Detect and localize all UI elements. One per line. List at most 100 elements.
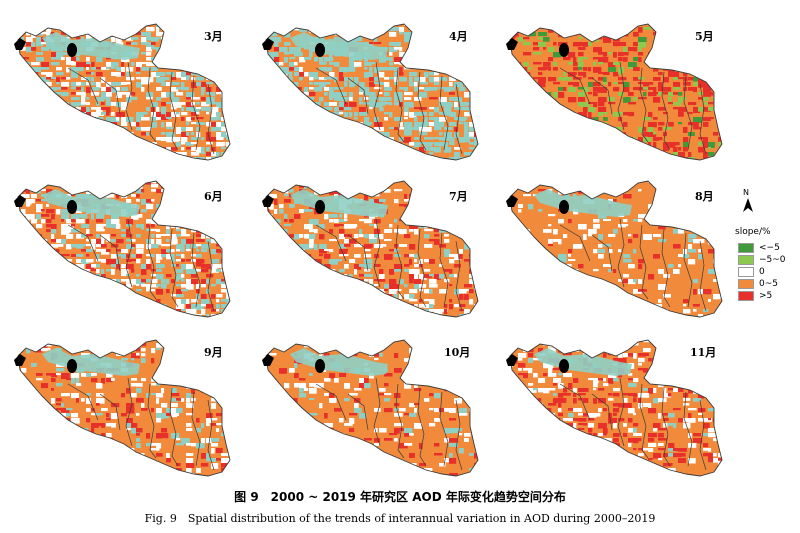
trend-cell (474, 117, 478, 123)
trend-cell (678, 368, 685, 373)
trend-cell (156, 453, 163, 457)
trend-cell (349, 279, 357, 285)
trend-cell (678, 388, 684, 392)
trend-cell (26, 142, 33, 145)
trend-cell (683, 319, 691, 323)
trend-cell (21, 137, 27, 142)
trend-cell (439, 27, 447, 32)
county-boundary (67, 224, 99, 262)
trend-cell (211, 269, 219, 273)
trend-cell (106, 294, 113, 299)
trend-cell (349, 189, 358, 192)
trend-cell (678, 229, 684, 234)
trend-cell (364, 274, 373, 277)
trend-cell (384, 112, 389, 115)
trend-cell (424, 304, 431, 309)
trend-cell (304, 438, 312, 442)
trend-cell (36, 309, 41, 312)
trend-cell (409, 269, 418, 275)
trend-cell (141, 199, 150, 205)
trend-cell (434, 27, 440, 33)
trend-cell (319, 122, 324, 127)
trend-cell (56, 47, 64, 52)
trend-cell (191, 24, 200, 25)
trend-cell (379, 82, 385, 85)
trend-cell (61, 142, 65, 147)
trend-cell (409, 184, 417, 187)
trend-cell (176, 229, 182, 232)
trend-cell (56, 239, 62, 244)
trend-cell (414, 27, 419, 33)
map-svg (14, 180, 231, 318)
trend-cell (289, 234, 298, 238)
trend-cell (221, 57, 230, 62)
trend-cell (394, 428, 400, 434)
trend-cell (121, 152, 125, 155)
trend-cell (708, 72, 717, 76)
trend-cell (36, 152, 41, 156)
trend-cell (613, 62, 621, 65)
trend-cell (121, 107, 127, 111)
trend-cell (723, 47, 731, 49)
trend-cell (469, 37, 476, 42)
trend-cell (81, 62, 90, 68)
trend-cell (86, 107, 90, 113)
trend-cell (51, 214, 55, 220)
trend-cell (598, 24, 603, 26)
trend-cell (618, 403, 627, 408)
trend-cell (434, 162, 440, 166)
trend-cell (46, 189, 53, 195)
trend-cell (324, 184, 329, 190)
trend-cell (91, 112, 99, 118)
trend-cell (304, 209, 313, 212)
trend-cell (583, 184, 586, 189)
trend-cell (41, 314, 47, 317)
trend-cell (603, 353, 607, 358)
trend-cell (21, 24, 25, 26)
trend-cell (414, 309, 419, 315)
trend-cell (394, 269, 401, 272)
trend-cell (171, 398, 179, 402)
trend-cell (156, 408, 162, 414)
trend-cell (718, 284, 722, 288)
trend-cell (389, 27, 395, 32)
trend-cell (56, 147, 62, 152)
trend-cell (36, 473, 41, 476)
county-boundary (639, 67, 649, 143)
trend-cell (603, 383, 609, 387)
trend-cell (419, 107, 427, 110)
trend-cell (91, 453, 98, 459)
trend-cell (618, 319, 625, 323)
trend-cell (106, 239, 111, 242)
trend-cell (126, 244, 135, 249)
trend-cell (201, 284, 206, 288)
trend-cell (171, 199, 178, 203)
trend-cell (206, 142, 213, 145)
trend-cell (141, 348, 146, 352)
trend-cell (226, 219, 230, 223)
trend-cell (314, 152, 319, 157)
trend-cell (414, 37, 423, 40)
trend-cell (553, 229, 558, 235)
trend-cell (186, 403, 194, 408)
trend-cell (409, 214, 412, 220)
trend-cell (324, 27, 330, 31)
trend-cell (176, 132, 184, 134)
trend-cell (86, 309, 95, 312)
county-boundary (683, 232, 693, 308)
trend-cell (36, 92, 44, 95)
trend-cell (673, 107, 681, 110)
trend-cell (429, 52, 433, 55)
trend-cell (26, 147, 33, 152)
trend-cell (339, 269, 345, 273)
trend-cell (449, 443, 458, 447)
trend-cell (379, 294, 385, 299)
trend-cell (186, 259, 192, 262)
trend-cell (633, 378, 639, 383)
trend-cell (61, 112, 67, 117)
trend-cell (454, 428, 463, 432)
trend-cell (324, 137, 330, 140)
trend-cell (71, 112, 75, 116)
trend-cell (226, 294, 230, 299)
trend-cell (648, 204, 653, 209)
